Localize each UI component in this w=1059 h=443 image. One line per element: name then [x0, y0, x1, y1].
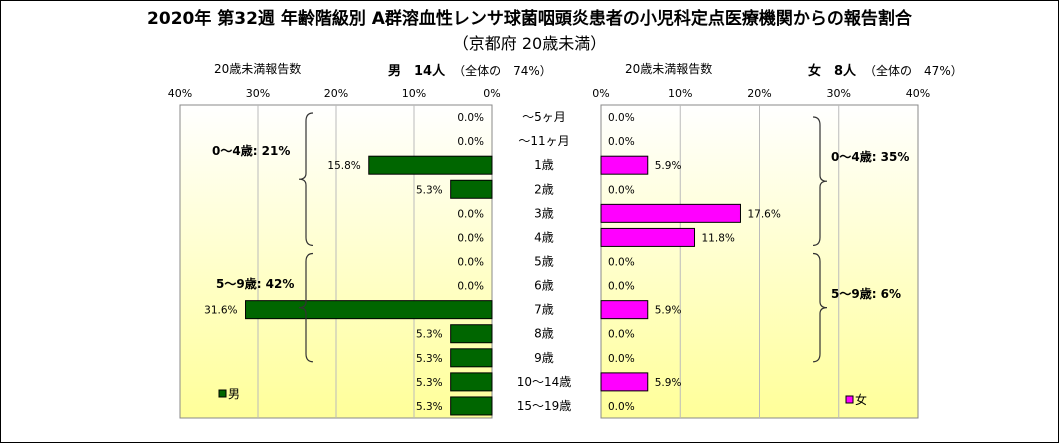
female-tick-label: 20%	[747, 87, 771, 100]
female-value-label: 5.9%	[655, 160, 682, 172]
age-category-labels: 〜5ヶ月〜11ヶ月 1歳 2歳 3歳 4歳 5歳 6歳 7歳 8歳 9歳 10〜14歳 15〜19歳	[517, 110, 572, 413]
male-bracket-0-4	[298, 112, 314, 247]
female-tick-label: 10%	[668, 87, 692, 100]
female-tick-label: 0%	[592, 87, 609, 100]
age-category-label: 5歳	[534, 255, 554, 269]
female-panel: 0% 10% 20% 30% 40% 0.0% 0.0% 5.9% 0.0% 17.6% 11.8%…	[592, 87, 930, 419]
age-category-label: 3歳	[534, 206, 554, 220]
male-bar	[450, 348, 493, 368]
female-bar	[600, 155, 649, 175]
male-bar	[245, 300, 493, 320]
male-value-label: 0.0%	[457, 136, 484, 148]
female-header-share: （全体の 47%）	[864, 64, 963, 78]
age-category-label: 10〜14歳	[517, 375, 572, 389]
female-value-label: 5.9%	[655, 305, 682, 317]
female-value-label: 0.0%	[608, 184, 635, 196]
male-value-label: 5.3%	[416, 377, 443, 389]
female-bar	[600, 227, 696, 247]
age-category-label: 1歳	[534, 158, 554, 172]
female-tick-label: 30%	[827, 87, 851, 100]
male-bar	[450, 179, 493, 199]
male-panel: 40% 30% 20% 10% 0% 0.0% 0.0% 15.8% 5.3% 0.0% 0.0% 0…	[168, 87, 501, 419]
male-bracket-label-0-4: 0〜4歳: 21%	[212, 143, 290, 158]
female-value-label: 0.0%	[608, 281, 635, 293]
male-value-label: 0.0%	[457, 112, 484, 124]
female-header-count-label: 20歳未満報告数	[625, 62, 713, 76]
age-category-label: 15〜19歳	[517, 399, 572, 413]
male-value-label: 5.3%	[416, 329, 443, 341]
female-value-label: 0.0%	[608, 257, 635, 269]
female-value-label: 0.0%	[608, 329, 635, 341]
female-bar	[600, 203, 741, 223]
age-category-label: 〜5ヶ月	[522, 110, 566, 124]
male-bar	[450, 396, 493, 416]
female-value-label: 0.0%	[608, 401, 635, 413]
female-value-label: 0.0%	[608, 353, 635, 365]
age-category-label: 7歳	[534, 303, 554, 317]
male-tick-label: 20%	[324, 87, 348, 100]
male-bracket-5-9	[298, 252, 314, 363]
male-value-label: 5.3%	[416, 184, 443, 196]
male-tick-label: 0%	[483, 87, 500, 100]
age-category-label: 9歳	[534, 351, 554, 365]
chart-title: 2020年 第32週 年齢階級別 A群溶血性レンサ球菌咽頭炎患者の小児科定点医療…	[147, 9, 912, 29]
age-category-label: 〜11ヶ月	[518, 134, 569, 148]
female-legend-swatch	[845, 395, 854, 404]
male-value-label: 15.8%	[327, 160, 360, 172]
female-value-label: 17.6%	[747, 208, 780, 220]
female-bar	[600, 300, 649, 320]
male-value-label: 0.0%	[457, 232, 484, 244]
male-header-count-label: 20歳未満報告数	[214, 62, 302, 76]
age-category-label: 8歳	[534, 327, 554, 341]
male-value-label: 31.6%	[204, 305, 237, 317]
female-legend-label: 女	[855, 392, 867, 407]
female-value-label: 11.8%	[702, 232, 735, 244]
female-bracket-label-5-9: 5〜9歳: 6%	[831, 286, 901, 301]
female-bar	[600, 372, 649, 392]
female-bracket-0-4	[812, 116, 828, 247]
female-bracket-label-0-4: 0〜4歳: 35%	[831, 149, 909, 164]
male-bar	[368, 155, 493, 175]
female-value-label: 0.0%	[608, 112, 635, 124]
age-category-label: 4歳	[534, 230, 554, 244]
male-value-label: 0.0%	[457, 281, 484, 293]
male-bar	[450, 372, 493, 392]
female-bracket-5-9	[812, 252, 828, 363]
male-header-share: （全体の 74%）	[453, 64, 552, 78]
male-bar	[450, 324, 493, 344]
male-tick-label: 10%	[402, 87, 426, 100]
age-category-label: 2歳	[534, 182, 554, 196]
male-value-label: 0.0%	[457, 257, 484, 269]
male-tick-label: 40%	[168, 87, 192, 100]
male-value-label: 0.0%	[457, 208, 484, 220]
age-category-label: 6歳	[534, 279, 554, 293]
female-header-name: 女 8人	[808, 64, 857, 79]
male-header-name: 男 14人	[388, 64, 446, 79]
male-legend-swatch	[218, 389, 227, 398]
male-tick-label: 30%	[246, 87, 270, 100]
male-value-label: 5.3%	[416, 401, 443, 413]
female-value-label: 5.9%	[655, 377, 682, 389]
female-tick-label: 40%	[906, 87, 930, 100]
chart-subtitle: （京都府 20歳未満）	[452, 34, 607, 53]
male-value-label: 5.3%	[416, 353, 443, 365]
female-value-label: 0.0%	[608, 136, 635, 148]
male-bracket-label-5-9: 5〜9歳: 42%	[216, 276, 294, 291]
male-legend-label: 男	[228, 387, 240, 401]
